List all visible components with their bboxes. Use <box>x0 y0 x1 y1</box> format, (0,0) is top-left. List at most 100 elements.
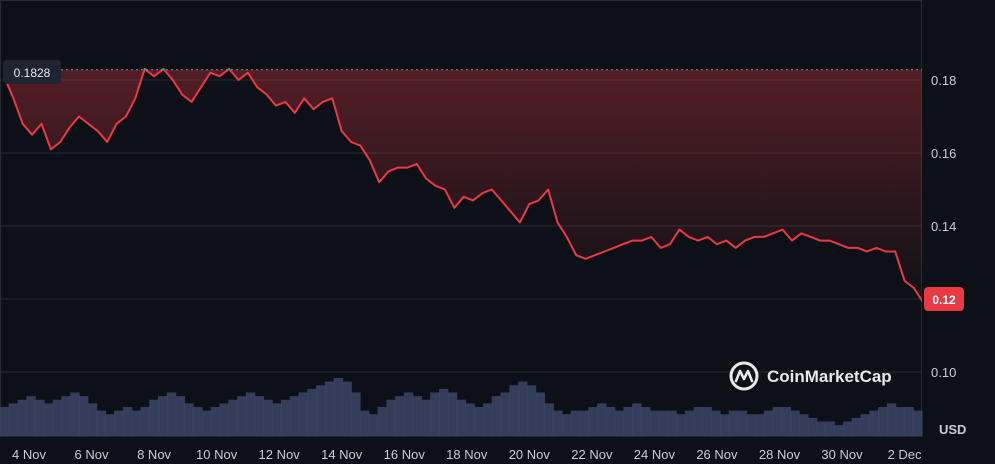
volume-bar <box>342 381 352 436</box>
volume-bar <box>263 399 273 436</box>
volume-bar <box>193 407 203 436</box>
volume-bar <box>807 417 818 436</box>
price-line-below <box>3 69 922 303</box>
x-tick-label: 10 Nov <box>196 447 238 462</box>
volume-bar <box>219 403 229 436</box>
brand-name: CoinMarketCap <box>767 367 892 386</box>
volume-bar <box>79 396 89 436</box>
volume-bar <box>570 410 581 436</box>
volume-bar <box>439 388 449 436</box>
volume-bar <box>61 396 71 436</box>
area-below-reference <box>4 69 922 301</box>
volume-bar <box>35 399 45 436</box>
volume-bar <box>245 392 256 436</box>
volume-bar <box>228 399 238 436</box>
volume-bar <box>17 399 27 436</box>
x-tick-label: 8 Nov <box>137 447 171 462</box>
volume-bar <box>676 414 686 436</box>
volume-bar <box>895 407 906 436</box>
volume-bar <box>878 407 888 436</box>
volume-bar <box>456 399 466 436</box>
volume-bar <box>597 403 607 436</box>
volume-bar <box>465 403 475 436</box>
x-tick-label: 26 Nov <box>696 447 738 462</box>
volume-bar <box>763 410 774 436</box>
volume-bar <box>298 392 308 436</box>
volume-bar <box>351 392 361 436</box>
volume-bar <box>851 417 862 436</box>
x-tick-label: 4 Nov <box>12 447 46 462</box>
volume-bar <box>8 403 19 436</box>
volume-bar <box>658 410 668 436</box>
volume-bar <box>632 403 642 436</box>
volume-bar <box>886 403 897 436</box>
volume-bar <box>737 410 747 436</box>
y-tick-label: 0.10 <box>931 365 956 380</box>
y-tick-label: 0.14 <box>931 219 956 234</box>
volume-bar <box>368 414 379 436</box>
volume-bar <box>588 407 598 436</box>
volume-bar <box>280 399 291 436</box>
volume-bar <box>289 396 300 436</box>
volume-bar <box>395 396 405 436</box>
volume-bar <box>799 414 809 436</box>
volume-bar <box>869 410 879 436</box>
volume-bar <box>579 410 589 436</box>
volume-bar <box>175 396 185 436</box>
volume-bar <box>526 385 537 436</box>
volume-bar <box>667 410 677 436</box>
x-tick-label: 6 Nov <box>75 447 109 462</box>
volume-bar <box>842 421 853 436</box>
volume-bar <box>403 392 414 436</box>
volume-bar <box>720 414 730 436</box>
volume-bar <box>333 378 344 436</box>
volume-bar <box>201 410 212 436</box>
currency-label: USD <box>939 422 966 437</box>
volume-bar <box>0 407 10 436</box>
volume-bar <box>491 396 502 436</box>
volume-bar <box>324 381 335 436</box>
volume-bar <box>105 414 115 436</box>
volume-bar <box>772 407 783 436</box>
x-tick-label: 22 Nov <box>571 447 613 462</box>
volume-bar <box>131 410 142 436</box>
volume-bar <box>166 392 177 436</box>
volume-bar <box>518 381 528 436</box>
volume-bar <box>860 414 870 436</box>
current-price-text: 0.12 <box>932 293 956 307</box>
volume-bar <box>500 392 510 436</box>
x-axis-ticks: 4 Nov 6 Nov 8 Nov 10 Nov 12 Nov 14 Nov 16 Nov 1… <box>12 447 922 462</box>
volume-bar <box>360 410 370 436</box>
volume-bar <box>474 407 484 436</box>
volume-bar <box>421 399 431 436</box>
price-line <box>3 68 922 303</box>
volume-bar <box>52 399 63 436</box>
volume-bar <box>412 396 423 436</box>
x-tick-label: 14 Nov <box>321 447 363 462</box>
volume-bar <box>614 410 625 436</box>
x-tick-label: 18 Nov <box>446 447 488 462</box>
x-tick-label: 12 Nov <box>259 447 301 462</box>
volume-bar <box>158 396 168 436</box>
x-tick-label: 30 Nov <box>821 447 863 462</box>
volume-bar <box>702 407 712 436</box>
volume-bar <box>684 410 695 436</box>
volume-bar <box>114 410 124 436</box>
volume-bar <box>316 385 326 436</box>
x-tick-label: 24 Nov <box>634 447 676 462</box>
x-tick-label: 16 Nov <box>384 447 426 462</box>
y-axis-ticks: 0.10 0.12 0.14 0.16 0.18 <box>931 73 956 380</box>
volume-bar <box>623 407 633 436</box>
volume-bar <box>122 407 133 436</box>
volume-bar <box>544 403 554 436</box>
volume-bar <box>87 403 98 436</box>
coinmarketcap-watermark: CoinMarketCap <box>729 361 892 391</box>
volume-bar <box>447 392 458 436</box>
volume-bar <box>553 410 563 436</box>
volume-bar <box>210 407 221 436</box>
price-area <box>4 69 922 301</box>
volume-bar <box>746 414 756 436</box>
volume-bar <box>96 410 106 436</box>
